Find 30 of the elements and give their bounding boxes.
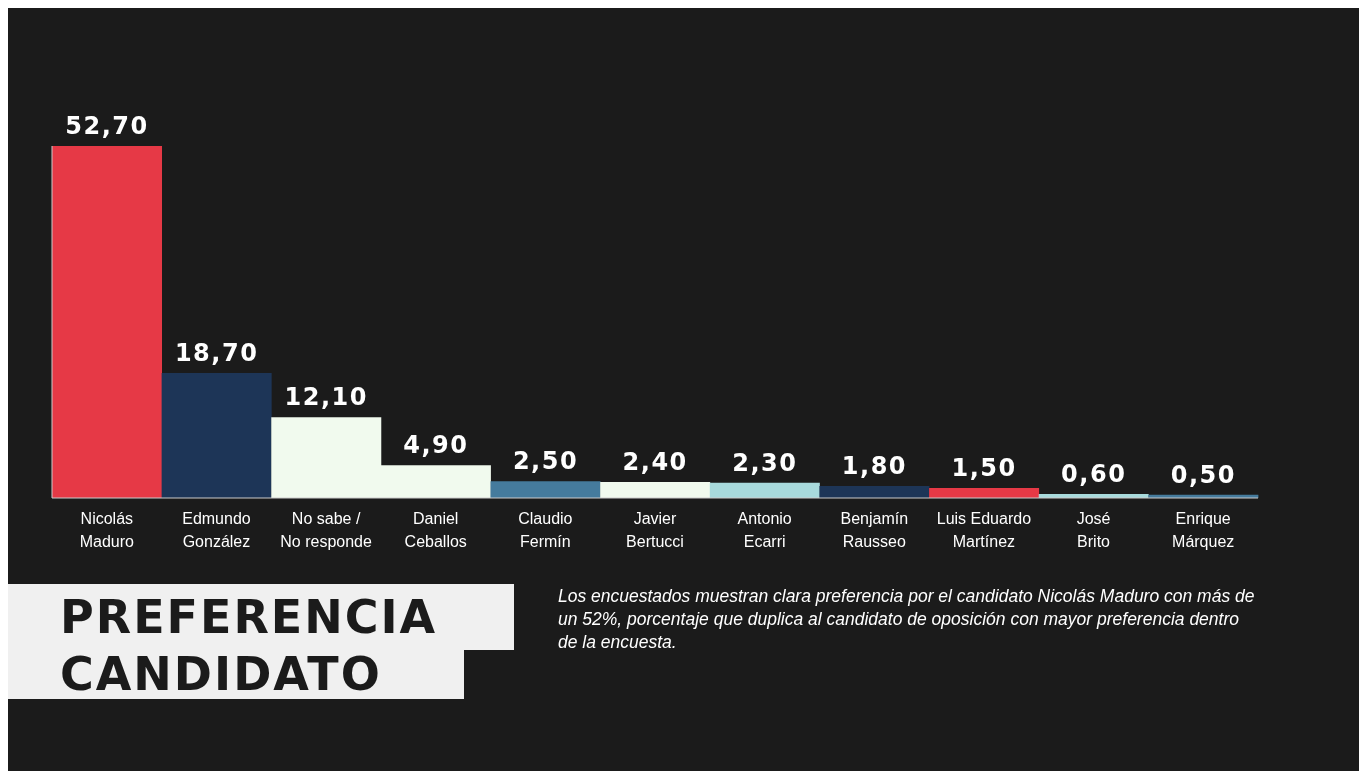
x-tick-label: No sabe / No responde <box>280 510 372 550</box>
data-label: 0,50 <box>1170 460 1236 489</box>
x-tick-label: Luis Eduardo Martínez <box>936 510 1032 550</box>
text: PREFERENCIA CANDIDATO <box>59 589 439 701</box>
bar <box>161 373 272 498</box>
x-tick-label: José Brito <box>1076 510 1111 550</box>
data-label: 4,90 <box>403 431 469 460</box>
x-tick-label: Edmundo González <box>182 510 251 550</box>
x-tick-label: Javier Bertucci <box>626 510 684 550</box>
data-label: 18,70 <box>174 339 259 368</box>
x-tick-label: Claudio Fermín <box>518 510 573 550</box>
x-tick-label: Enrique Márquez <box>1172 510 1235 550</box>
text: Los encuestados muestran clara preferencia por el candidato Nicolás Maduro con más de un 52%, porcentaje que duplica al candidato de oposición con mayor preferencia dentro de la encuesta. <box>558 585 1256 654</box>
x-tick-label: Benjamín Rausseo <box>840 510 909 550</box>
bar <box>600 481 711 498</box>
data-label: 0,60 <box>1061 459 1127 488</box>
bar <box>709 482 820 498</box>
data-label: 2,40 <box>622 447 688 476</box>
data-label: 1,80 <box>841 451 908 480</box>
bar <box>819 485 930 498</box>
bar <box>929 487 1040 498</box>
x-tick-label: Daniel Ceballos <box>404 510 467 550</box>
data-label: 2,30 <box>732 448 798 477</box>
data-label: 52,70 <box>65 112 149 140</box>
data-label: 1,50 <box>951 453 1017 482</box>
x-tick-label: Antonio Ecarri <box>737 510 792 550</box>
data-label: 12,10 <box>284 383 368 412</box>
x-tick-label: Nicolás Maduro <box>79 510 135 550</box>
bar <box>490 481 601 498</box>
data-label: 2,50 <box>512 447 579 476</box>
